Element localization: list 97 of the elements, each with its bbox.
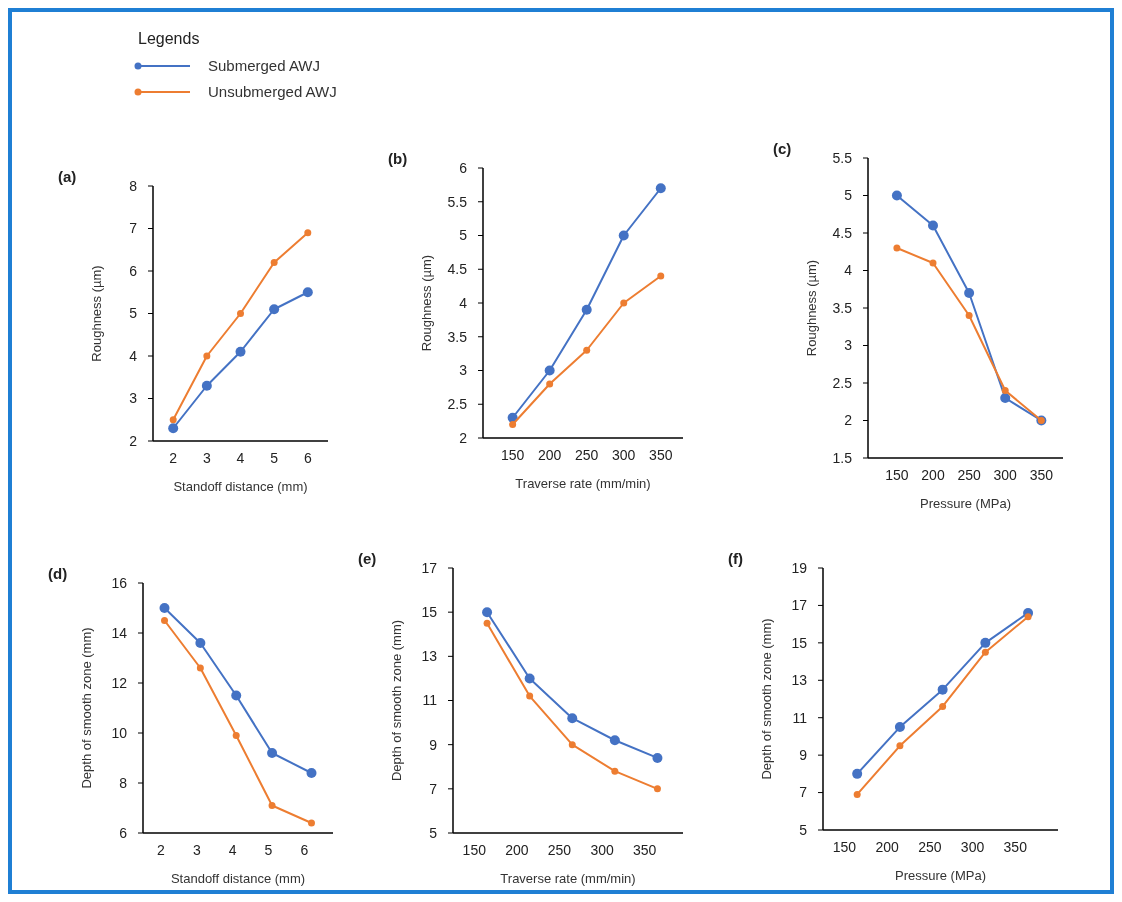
y-tick-label: 6 — [459, 159, 468, 176]
legend-label: Submerged AWJ — [208, 57, 320, 74]
y-tick-label: 16 — [111, 574, 128, 591]
x-tick-label: 300 — [993, 467, 1018, 483]
x-tick-label: 250 — [957, 467, 981, 483]
y-tick-label: 3 — [844, 337, 853, 354]
y-tick-label: 2 — [844, 412, 853, 429]
y-tick-label: 7 — [129, 220, 138, 237]
x-tick-label: 350 — [1029, 467, 1054, 483]
y-tick-label: 5 — [459, 227, 468, 244]
y-tick-label: 3 — [129, 390, 138, 407]
y-axis-title: Roughness (µm) — [804, 259, 819, 357]
x-tick-label: 200 — [505, 842, 529, 858]
y-tick-label: 17 — [421, 559, 438, 576]
x-tick-label: 200 — [921, 467, 945, 483]
x-axis-title: Pressure (MPa) — [894, 868, 987, 883]
x-axis-title: Standoff distance (mm) — [173, 479, 308, 494]
y-tick-label: 5.5 — [447, 193, 468, 210]
x-tick-label: 4 — [236, 450, 245, 466]
y-tick-label: 7 — [799, 784, 808, 801]
y-tick-label: 5 — [844, 187, 853, 204]
y-tick-label: 4 — [459, 294, 468, 311]
y-tick-label: 3 — [459, 362, 468, 379]
x-tick-label: 150 — [885, 467, 909, 483]
y-tick-label: 15 — [421, 604, 438, 621]
x-axis-title: Traverse rate (mm/min) — [515, 476, 651, 491]
x-tick-label: 300 — [960, 839, 985, 855]
y-tick-label: 10 — [111, 724, 128, 741]
y-tick-label: 11 — [792, 709, 808, 726]
x-tick-label: 150 — [832, 839, 857, 855]
x-tick-label: 200 — [537, 447, 562, 463]
x-tick-label: 150 — [462, 842, 487, 858]
y-tick-label: 4 — [129, 347, 138, 364]
x-tick-label: 300 — [590, 842, 614, 858]
x-tick-label: 4 — [228, 842, 237, 858]
x-tick-label: 5 — [270, 450, 279, 466]
y-tick-label: 8 — [129, 177, 138, 194]
legend-title: Legends — [138, 30, 200, 47]
x-tick-label: 150 — [500, 447, 525, 463]
y-tick-label: 17 — [791, 597, 808, 614]
y-tick-label: 13 — [421, 648, 438, 665]
y-tick-label: 6 — [129, 262, 138, 279]
x-tick-label: 350 — [1003, 839, 1028, 855]
x-tick-label: 6 — [300, 842, 309, 858]
chart-title: (c) — [773, 140, 792, 157]
y-axis-title: Depth of smooth zone (mm) — [759, 618, 774, 780]
x-axis-title: Traverse rate (mm/min) — [500, 871, 636, 886]
x-axis-title: Pressure (MPa) — [919, 496, 1012, 511]
x-tick-label: 2 — [169, 450, 178, 466]
x-tick-label: 300 — [612, 447, 636, 463]
y-tick-label: 14 — [111, 624, 128, 641]
y-tick-label: 15 — [791, 634, 808, 651]
y-tick-label: 5 — [129, 305, 138, 322]
x-tick-label: 250 — [918, 839, 942, 855]
chart-title: (a) — [58, 168, 77, 185]
y-axis-title: Depth of smooth zone (mm) — [389, 619, 404, 782]
x-tick-label: 3 — [202, 450, 211, 466]
x-tick-label: 3 — [192, 842, 201, 858]
y-tick-label: 12 — [111, 674, 128, 691]
y-tick-label: 1.5 — [832, 449, 853, 466]
chart-title: (f) — [728, 550, 743, 567]
y-tick-label: 2 — [459, 429, 468, 446]
y-tick-label: 9 — [429, 736, 438, 753]
y-tick-label: 2.5 — [832, 374, 853, 391]
y-axis-title: Roughness (µm) — [419, 254, 434, 352]
y-tick-label: 7 — [429, 780, 438, 797]
y-tick-label: 5.5 — [832, 149, 853, 166]
y-tick-label: 3.5 — [832, 299, 853, 316]
chart-title: (b) — [388, 150, 408, 167]
y-tick-label: 2.5 — [447, 396, 468, 413]
y-axis-title: Depth of smooth zone (mm) — [79, 627, 94, 789]
chart-title: (d) — [48, 565, 68, 582]
y-tick-label: 13 — [791, 672, 808, 689]
y-tick-label: 11 — [422, 692, 438, 709]
x-tick-label: 5 — [264, 842, 273, 858]
x-tick-label: 6 — [303, 450, 312, 466]
y-tick-label: 3.5 — [447, 328, 468, 345]
x-tick-label: 250 — [575, 447, 599, 463]
y-tick-label: 4 — [844, 262, 853, 279]
x-axis-title: Standoff distance (mm) — [170, 871, 306, 886]
y-tick-label: 6 — [119, 824, 128, 841]
y-tick-label: 4.5 — [832, 224, 853, 241]
y-tick-label: 5 — [429, 824, 438, 841]
y-axis-title: Roughness (µm) — [89, 265, 104, 362]
y-tick-label: 5 — [799, 821, 808, 838]
chart-title: (e) — [358, 550, 377, 567]
x-tick-label: 250 — [547, 842, 572, 858]
y-tick-label: 9 — [799, 747, 808, 764]
y-tick-label: 4.5 — [447, 261, 468, 278]
y-tick-label: 19 — [791, 559, 808, 576]
y-tick-label: 2 — [129, 432, 138, 449]
x-tick-label: 200 — [875, 839, 899, 855]
y-tick-label: 8 — [119, 774, 128, 791]
legend-label: Unsubmerged AWJ — [208, 83, 337, 100]
x-tick-label: 350 — [632, 842, 657, 858]
x-tick-label: 350 — [649, 447, 673, 463]
x-tick-label: 2 — [157, 842, 166, 858]
